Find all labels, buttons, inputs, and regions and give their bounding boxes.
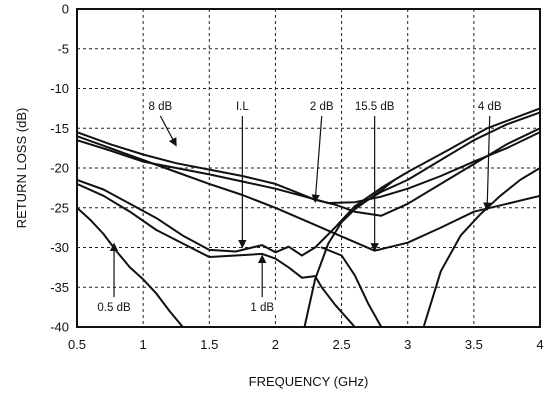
x-tick-label: 2.5 xyxy=(333,337,351,352)
series-line-i-l xyxy=(77,107,540,257)
y-tick-label: -30 xyxy=(50,240,69,255)
series-line-4-db xyxy=(422,167,540,327)
annotation-label-1-db: 1 dB xyxy=(250,302,274,314)
series-line-0-5-db xyxy=(77,206,184,327)
series-line-1-db xyxy=(77,182,396,327)
y-tick-label: -5 xyxy=(57,41,69,56)
x-tick-label: 3 xyxy=(404,337,411,352)
annotation-arrow-4-db xyxy=(483,115,492,211)
annotation-label-i-l: I.L xyxy=(236,101,249,113)
annotation-label-15-5-db: 15.5 dB xyxy=(355,101,395,113)
annotation-arrow-2-db xyxy=(311,115,323,204)
annotations-group: 8 dB I.L 2 dB 15.5 dB 4 dB 0.5 dB 1 dB xyxy=(92,98,505,315)
x-tick-label: 0.5 xyxy=(68,337,86,352)
x-axis-label: FREQUENCY (GHz) xyxy=(249,374,369,389)
series-line-9 xyxy=(353,111,540,209)
grid xyxy=(77,9,540,327)
y-tick-label: -40 xyxy=(50,320,69,335)
y-axis-label: RETURN LOSS (dB) xyxy=(14,108,29,229)
annotation-label-8-db: 8 dB xyxy=(149,101,173,113)
annotation-label-bg xyxy=(306,98,337,113)
series-line-8 xyxy=(303,178,396,327)
series-line-15-5-db xyxy=(77,135,540,252)
annotation-label-0-5-db: 0.5 dB xyxy=(97,302,131,314)
annotation-label-bg xyxy=(230,98,255,113)
x-tick-label: 4 xyxy=(536,337,543,352)
annotation-arrow-8-db xyxy=(159,115,177,147)
x-tick-label: 2 xyxy=(272,337,279,352)
annotation-label-bg xyxy=(145,98,176,113)
y-tick-label: -35 xyxy=(50,280,69,295)
annotation-label-bg xyxy=(247,300,278,315)
annotation-label-bg xyxy=(92,300,136,315)
y-tick-label: -20 xyxy=(50,161,69,176)
annotation-label-2-db: 2 dB xyxy=(310,101,334,113)
y-tick-label: -10 xyxy=(50,81,69,96)
annotation-label-bg xyxy=(349,98,400,113)
x-tick-label: 1.5 xyxy=(200,337,218,352)
annotation-label-bg xyxy=(474,98,505,113)
y-tick-label: -15 xyxy=(50,121,69,136)
x-tick-labels: 0.5 1 1.5 2 2.5 3 3.5 4 xyxy=(68,337,544,352)
plot-frame xyxy=(76,8,541,328)
y-tick-labels: 0 -5 -10 -15 -20 -25 -30 -35 -40 xyxy=(50,2,69,335)
series-line-7 xyxy=(320,246,383,327)
y-tick-label: -25 xyxy=(50,200,69,215)
y-tick-label: 0 xyxy=(62,2,69,17)
x-tick-label: 3.5 xyxy=(465,337,483,352)
x-tick-label: 1 xyxy=(140,337,147,352)
series-group xyxy=(77,107,540,327)
annotation-label-4-db: 4 dB xyxy=(478,101,502,113)
